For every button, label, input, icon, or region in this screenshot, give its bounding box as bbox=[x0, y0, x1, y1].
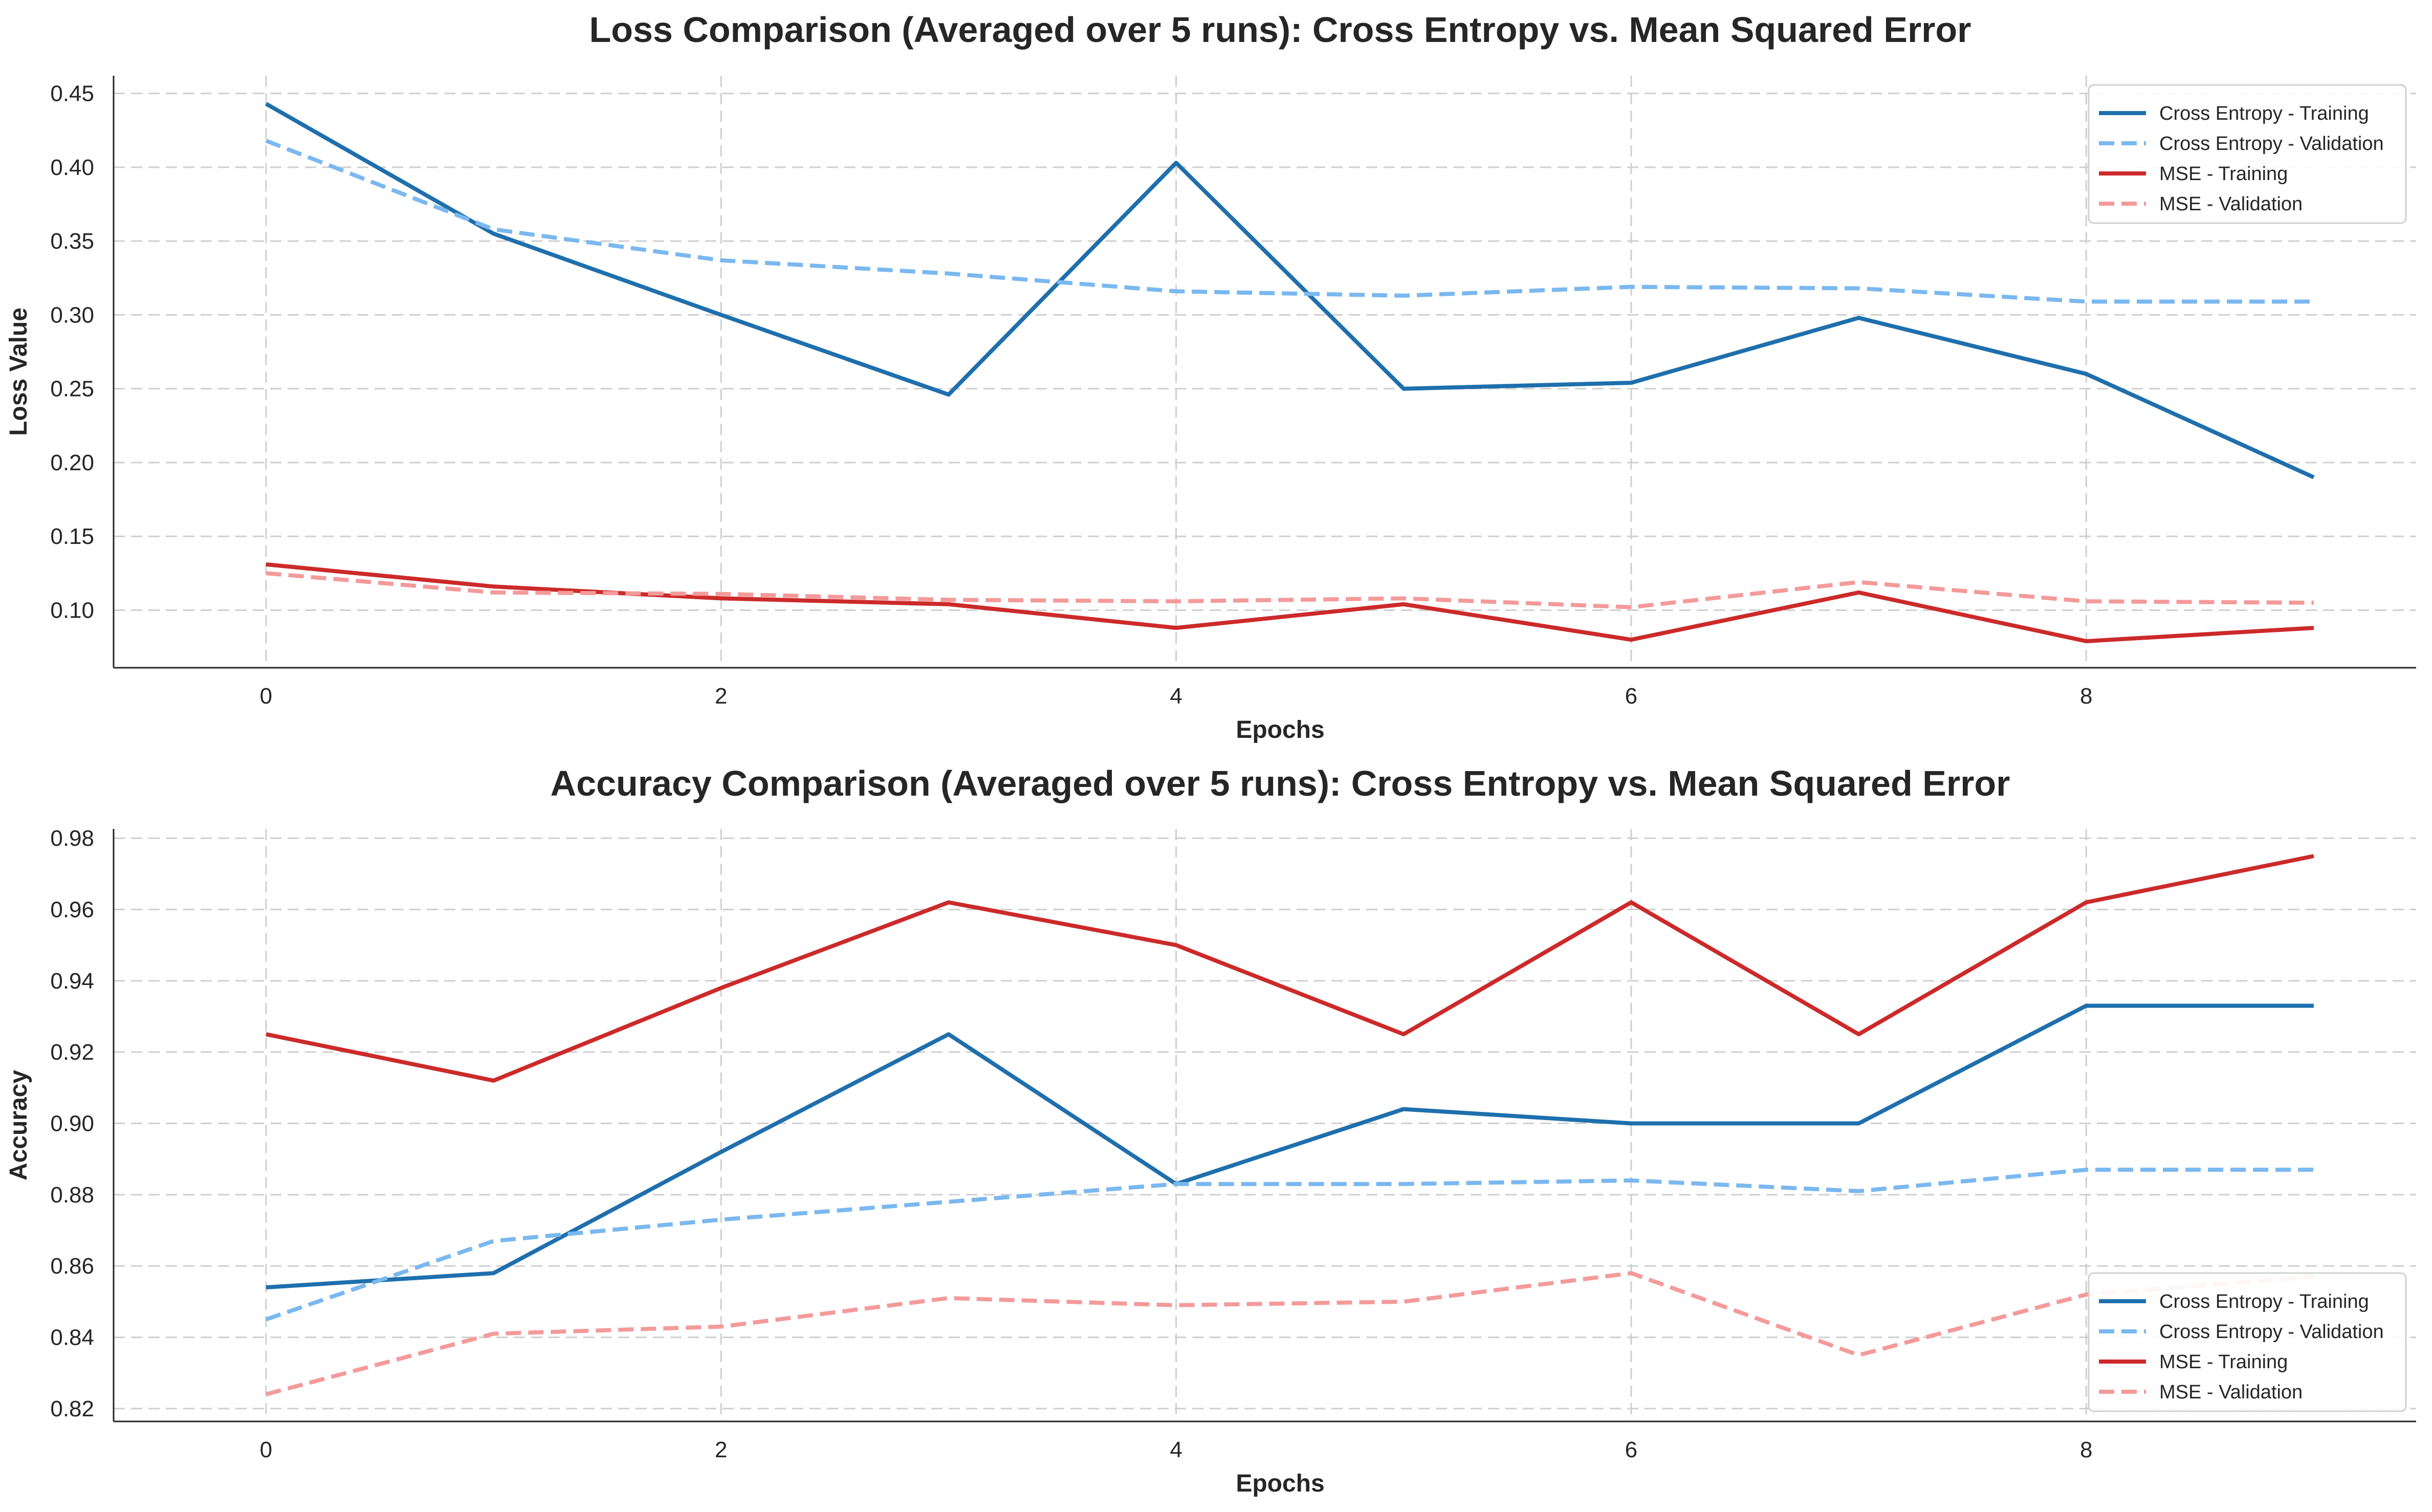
series-line-1 bbox=[265, 102, 2315, 479]
grid bbox=[114, 829, 2416, 1421]
y-tick-label: 0.82 bbox=[50, 1396, 94, 1421]
x-axis-label: Epochs bbox=[1236, 1470, 1324, 1497]
y-tick-label: 0.88 bbox=[50, 1182, 94, 1208]
x-axis-label: Epochs bbox=[1236, 716, 1324, 743]
y-tick-label: 0.20 bbox=[50, 450, 94, 475]
x-tick-label: 4 bbox=[1170, 684, 1182, 709]
series-line-4 bbox=[266, 571, 2314, 609]
legend-label: MSE - Training bbox=[2159, 163, 2288, 185]
series-line-2 bbox=[265, 1168, 2314, 1322]
x-tick-label: 0 bbox=[260, 1437, 272, 1462]
x-tick-label: 8 bbox=[2080, 684, 2092, 709]
legend-label: Cross Entropy - Validation bbox=[2159, 133, 2384, 155]
y-tick-label: 0.15 bbox=[50, 524, 94, 549]
y-axis-label: Loss Value bbox=[5, 308, 32, 436]
legend-label: Cross Entropy - Training bbox=[2159, 1291, 2369, 1312]
y-tick-label: 0.92 bbox=[50, 1040, 94, 1065]
legend-label: MSE - Training bbox=[2159, 1351, 2288, 1373]
chart-panel-1: Loss Comparison (Averaged over 5 runs): … bbox=[5, 10, 2416, 743]
y-tick-label: 0.25 bbox=[50, 377, 94, 402]
series-line-3 bbox=[266, 562, 2314, 644]
chart-title: Accuracy Comparison (Averaged over 5 run… bbox=[551, 763, 2010, 803]
grid bbox=[114, 76, 2416, 668]
x-tick-label: 8 bbox=[2080, 1437, 2092, 1462]
series-line-1 bbox=[266, 1003, 2314, 1289]
y-tick-label: 0.45 bbox=[50, 81, 94, 106]
series-line-2 bbox=[265, 139, 2314, 304]
chart-title: Loss Comparison (Averaged over 5 runs): … bbox=[589, 10, 1971, 50]
series-line-3 bbox=[266, 854, 2314, 1083]
y-tick-label: 0.30 bbox=[50, 302, 94, 327]
legend-label: MSE - Validation bbox=[2159, 1382, 2303, 1403]
legend: Cross Entropy - Training Cross Entropy - … bbox=[2088, 84, 2407, 224]
y-tick-label: 0.35 bbox=[50, 229, 94, 254]
y-tick-label: 0.94 bbox=[50, 969, 94, 994]
y-tick-label: 0.96 bbox=[50, 897, 94, 922]
legend: Cross Entropy - Training Cross Entropy - … bbox=[2088, 1272, 2407, 1412]
y-axis-label: Accuracy bbox=[5, 1070, 32, 1180]
y-tick-label: 0.10 bbox=[50, 598, 94, 623]
y-tick-label: 0.84 bbox=[50, 1325, 94, 1350]
legend-box bbox=[2088, 1272, 2407, 1412]
y-tick-label: 0.90 bbox=[50, 1111, 94, 1136]
x-tick-label: 2 bbox=[715, 684, 727, 709]
legend-label: MSE - Validation bbox=[2159, 193, 2303, 215]
y-tick-label: 0.86 bbox=[50, 1254, 94, 1279]
y-tick-label: 0.40 bbox=[50, 155, 94, 180]
x-tick-label: 2 bbox=[715, 1437, 727, 1462]
x-tick-label: 6 bbox=[1625, 1437, 1637, 1462]
series-line-4 bbox=[265, 1271, 2314, 1396]
chart-panel-2: Accuracy Comparison (Averaged over 5 run… bbox=[5, 763, 2416, 1497]
y-tick-label: 0.98 bbox=[50, 826, 94, 851]
legend-label: Cross Entropy - Validation bbox=[2159, 1321, 2384, 1343]
x-tick-label: 0 bbox=[260, 684, 272, 709]
x-tick-label: 6 bbox=[1625, 684, 1637, 709]
legend-label: Cross Entropy - Training bbox=[2159, 103, 2369, 124]
legend-box bbox=[2088, 84, 2407, 224]
x-tick-label: 4 bbox=[1170, 1437, 1182, 1462]
